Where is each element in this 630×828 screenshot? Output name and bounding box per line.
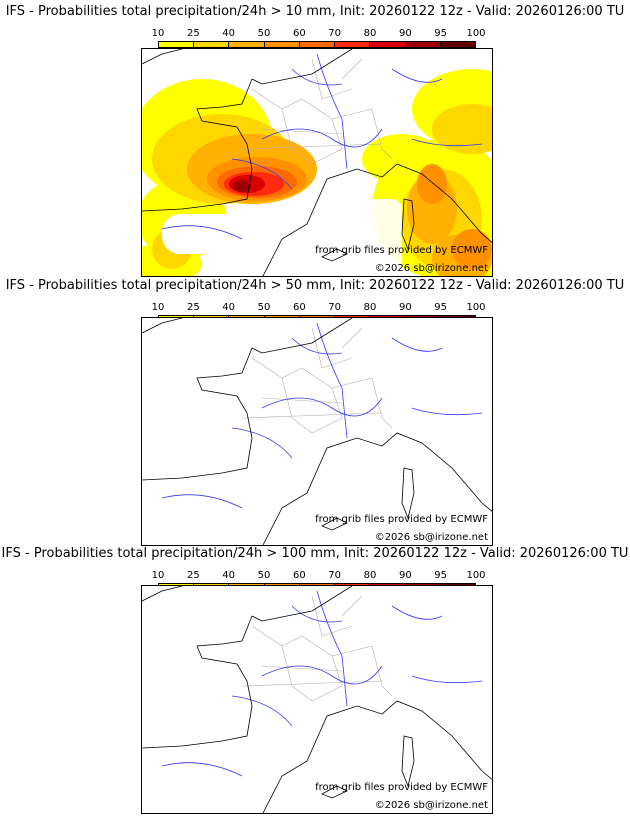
- colorbar-tick: 10: [151, 28, 165, 39]
- colorbar-tick: 40: [222, 302, 236, 313]
- colorbar-tick: 80: [363, 570, 377, 581]
- precip-area: [417, 164, 447, 204]
- precip-area: [452, 229, 492, 269]
- colorbar-tick: 60: [292, 302, 306, 313]
- colorbar-segment: [299, 42, 336, 47]
- colorbar-segment: [159, 42, 195, 47]
- rivers: [161, 322, 483, 509]
- colorbar-tick: 90: [398, 28, 412, 39]
- colorbar-tick: 60: [292, 570, 306, 581]
- coastline: [142, 586, 492, 813]
- colorbar-segment: [194, 42, 230, 47]
- colorbar-tick: 50: [257, 570, 271, 581]
- copyright: ©2026 sb@irizone.net: [374, 800, 488, 811]
- colorbar-tick: 90: [398, 302, 412, 313]
- coastline: [142, 49, 492, 276]
- colorbar-segment: [264, 42, 300, 47]
- colorbar-tick: 70: [328, 570, 342, 581]
- colorbar-segment: [440, 42, 475, 47]
- forecast-panel-1: IFS - Probabilities total precipitation/…: [0, 4, 630, 277]
- colorbar-tick: 25: [186, 28, 200, 39]
- rivers: [161, 53, 483, 240]
- copyright: ©2026 sb@irizone.net: [374, 532, 488, 543]
- colorbar-tick: 25: [186, 302, 200, 313]
- colorbar-tick: 95: [434, 302, 448, 313]
- colorbar-tick: 100: [466, 570, 486, 581]
- colorbar-segment: [405, 42, 441, 47]
- colorbar-tick: 25: [186, 570, 200, 581]
- coastline: [142, 318, 492, 545]
- colorbar-tick: 40: [222, 570, 236, 581]
- colorbar-tick: 70: [328, 302, 342, 313]
- colorbar-tick: 50: [257, 28, 271, 39]
- colorbar-segment: [229, 42, 265, 47]
- source-credit: from grib files provided by ECMWF: [315, 245, 488, 256]
- source-credit: from grib files provided by ECMWF: [315, 782, 488, 793]
- colorbar-tick: 80: [363, 28, 377, 39]
- colorbar-tick: 80: [363, 302, 377, 313]
- colorbar-tick: 10: [151, 302, 165, 313]
- colorbar-tick: 10: [151, 570, 165, 581]
- panel-title: IFS - Probabilities total precipitation/…: [5, 4, 625, 19]
- colorbar-tick: 50: [257, 302, 271, 313]
- map: from grib files provided by ECMWF ©2026 …: [141, 48, 493, 277]
- colorbar-segment: [370, 42, 406, 47]
- borders: [241, 595, 393, 702]
- panel-title: IFS - Probabilities total precipitation/…: [5, 278, 625, 293]
- dry-area: [162, 214, 322, 254]
- colorbar-tick: 90: [398, 570, 412, 581]
- colorbar-tick: 70: [328, 28, 342, 39]
- map: from grib files provided by ECMWF ©2026 …: [141, 585, 493, 814]
- colorbar-tick: 100: [466, 28, 486, 39]
- copyright: ©2026 sb@irizone.net: [374, 263, 488, 274]
- forecast-panel-3: IFS - Probabilities total precipitation/…: [0, 546, 630, 816]
- forecast-panel-2: IFS - Probabilities total precipitation/…: [0, 278, 630, 548]
- map: from grib files provided by ECMWF ©2026 …: [141, 317, 493, 546]
- source-credit: from grib files provided by ECMWF: [315, 514, 488, 525]
- borders: [241, 327, 393, 434]
- colorbar: 10 25 40 50 60 70 80 90 95 100: [152, 28, 486, 49]
- colorbar-segment: [335, 42, 371, 47]
- colorbar-tick: 95: [434, 570, 448, 581]
- colorbar-tick: 100: [466, 302, 486, 313]
- colorbar-tick: 60: [292, 28, 306, 39]
- colorbar-tick: 95: [434, 28, 448, 39]
- panel-title: IFS - Probabilities total precipitation/…: [1, 546, 629, 561]
- precip-area: [432, 104, 492, 154]
- borders: [241, 58, 393, 165]
- colorbar-tick: 40: [222, 28, 236, 39]
- precip-area: [233, 180, 251, 192]
- rivers: [161, 590, 483, 777]
